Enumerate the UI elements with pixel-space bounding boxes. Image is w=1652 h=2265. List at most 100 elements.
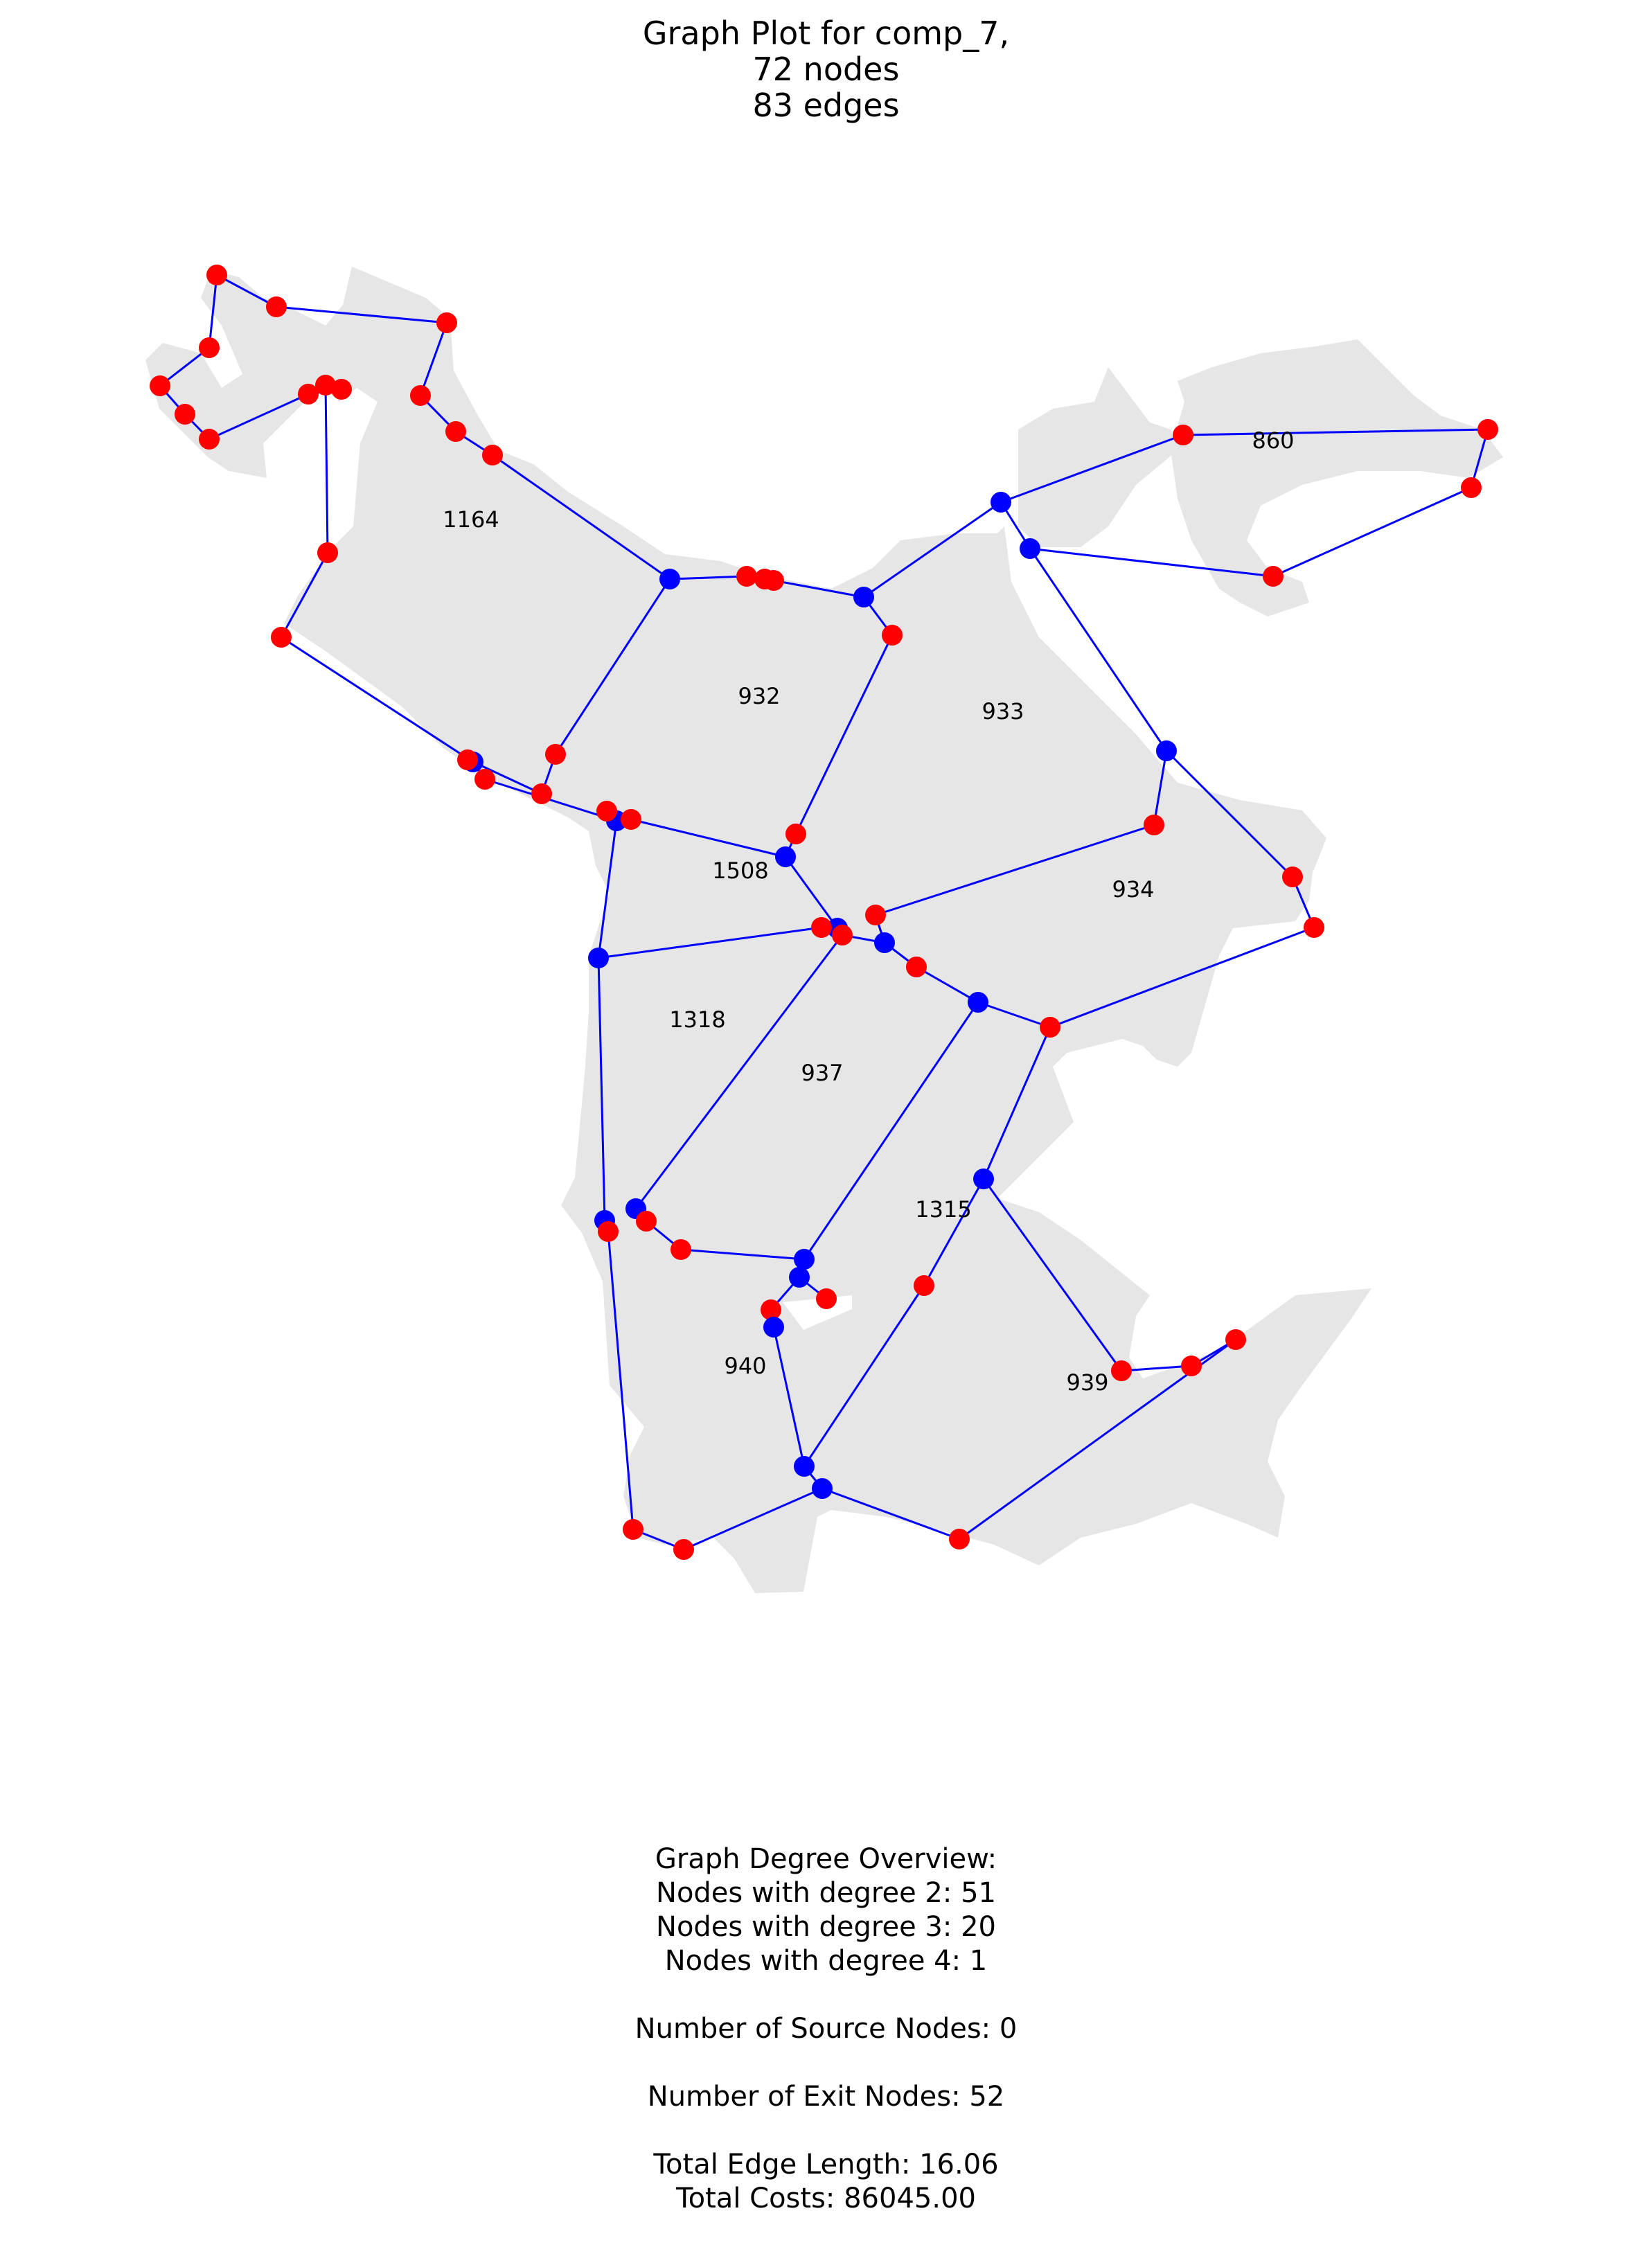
- exit-node: [482, 445, 503, 465]
- graph-edge: [597, 820, 618, 959]
- overview-heading: Graph Degree Overview:: [655, 1843, 997, 1875]
- graph-edge: [863, 501, 1002, 598]
- region-shape: [1171, 339, 1503, 616]
- inner-node: [794, 1456, 815, 1477]
- exit-node: [531, 783, 552, 804]
- exit-node: [457, 749, 478, 770]
- graph-edge: [208, 274, 218, 348]
- exit-node: [1040, 1017, 1060, 1038]
- graph-edge: [1182, 428, 1489, 436]
- graph-edge: [1272, 486, 1472, 578]
- exit-node: [199, 337, 220, 358]
- inner-node: [794, 1249, 815, 1270]
- graph-edge: [554, 578, 671, 755]
- exit-node: [1181, 1356, 1202, 1376]
- graph-edge: [794, 634, 894, 835]
- exit-node: [1144, 815, 1164, 835]
- overview-total-length: Total Edge Length: 16.06: [653, 2149, 999, 2180]
- exit-node: [1111, 1360, 1132, 1381]
- exit-node: [761, 1299, 781, 1320]
- exit-node: [1225, 1329, 1246, 1350]
- graph-edge: [916, 966, 979, 1004]
- exit-node: [636, 1211, 657, 1232]
- region-label: 860: [1252, 427, 1294, 454]
- overview-total-costs: Total Costs: 86045.00: [676, 2183, 976, 2214]
- overview-degree-4: Nodes with degree 4: 1: [664, 1945, 988, 1977]
- graph-edge: [669, 575, 747, 580]
- region-labels: 1164 932 933 860 934 1508 1318 937 1315 …: [443, 427, 1294, 1396]
- exit-node: [206, 265, 227, 285]
- exit-node: [331, 379, 352, 400]
- exit-node: [763, 570, 784, 591]
- exit-node: [445, 421, 466, 442]
- exit-node: [199, 429, 220, 450]
- graph-edge: [1029, 548, 1168, 752]
- title-line-2: 72 nodes: [752, 51, 900, 88]
- region-label: 1318: [669, 1006, 725, 1033]
- exit-node: [832, 925, 853, 945]
- inner-node: [763, 1317, 784, 1338]
- exit-node: [266, 296, 287, 317]
- graph-edge: [208, 393, 309, 441]
- inner-node: [874, 932, 895, 953]
- exit-node: [882, 625, 903, 646]
- inner-node: [1020, 538, 1040, 559]
- graph-edge: [875, 824, 1155, 916]
- graph-edge: [772, 1326, 806, 1467]
- inner-node: [588, 948, 609, 968]
- graph-edge: [784, 856, 839, 929]
- exit-node: [621, 809, 641, 830]
- region-label: 932: [738, 683, 780, 709]
- graph-edge: [680, 1248, 805, 1261]
- graph-edge: [1049, 926, 1315, 1029]
- inner-node: [775, 846, 796, 867]
- graph-edge: [923, 1178, 985, 1286]
- overview-exit-nodes: Number of Exit Nodes: 52: [647, 2081, 1005, 2113]
- exit-node: [865, 905, 886, 925]
- graph-edge: [280, 552, 329, 638]
- exit-node: [474, 769, 495, 790]
- exit-node: [949, 1529, 970, 1549]
- graph-edge: [982, 1027, 1051, 1180]
- exit-node: [545, 744, 566, 765]
- region-label: 1164: [443, 506, 499, 533]
- graph-edge: [419, 322, 448, 396]
- exit-node: [175, 404, 195, 425]
- exit-node: [598, 1221, 619, 1242]
- overview-degree-2: Nodes with degree 2: 51: [656, 1877, 996, 1909]
- exit-node: [785, 824, 806, 844]
- region-shape: [1018, 367, 1178, 547]
- graph-edge: [634, 934, 844, 1209]
- graph-edge: [982, 1178, 1123, 1371]
- graph-edge: [821, 1487, 960, 1540]
- inner-node: [812, 1478, 833, 1499]
- title-line-1: Graph Plot for comp_7,: [642, 15, 1010, 52]
- graph-edge: [324, 384, 329, 553]
- graph-edge: [281, 636, 474, 763]
- graph-edge: [630, 818, 786, 858]
- region-label: 940: [724, 1353, 766, 1379]
- graph-edge: [276, 305, 447, 324]
- graph-edge: [216, 274, 277, 308]
- overview-source-nodes: Number of Source Nodes: 0: [634, 2013, 1018, 2045]
- graph-edge: [1165, 749, 1294, 878]
- exit-node: [1477, 419, 1498, 440]
- region-label: 937: [801, 1060, 843, 1086]
- region-label: 939: [1066, 1369, 1108, 1396]
- exit-node: [1282, 867, 1303, 887]
- inner-node: [789, 1267, 810, 1288]
- graph-edge: [683, 1487, 823, 1551]
- graph-edge: [472, 761, 542, 795]
- graph-edge: [607, 1231, 634, 1530]
- graph-edge: [598, 926, 822, 959]
- graph-edge: [484, 778, 617, 822]
- exit-node: [906, 957, 927, 977]
- exit-node: [271, 627, 292, 648]
- region-label: 1508: [712, 858, 768, 884]
- exit-node: [1263, 566, 1284, 587]
- exit-node: [623, 1519, 643, 1540]
- graph-edge: [1153, 750, 1168, 826]
- exit-node: [816, 1288, 837, 1309]
- region-label: 933: [982, 698, 1024, 725]
